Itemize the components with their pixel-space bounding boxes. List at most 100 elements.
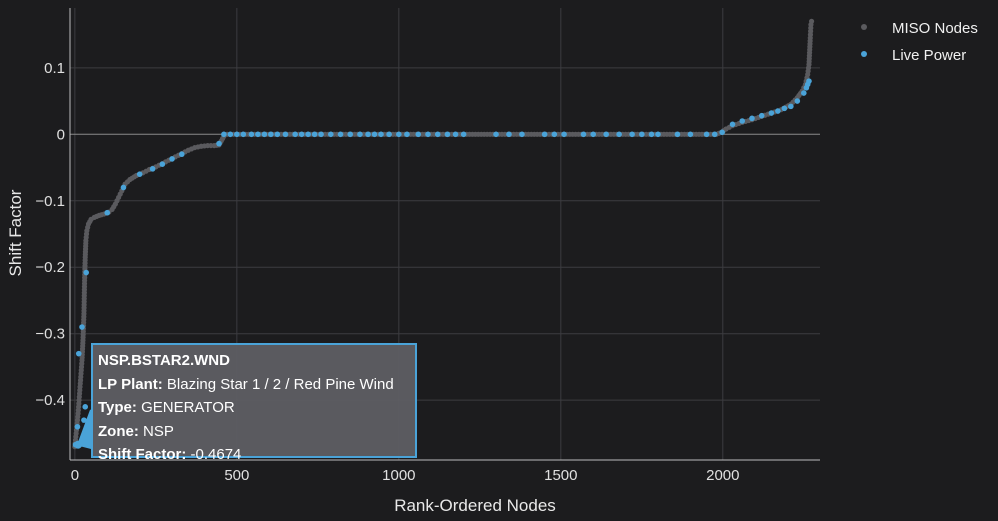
legend-label: MISO Nodes [892, 20, 978, 37]
x-tick-label: 1500 [544, 467, 577, 484]
live-power-point [327, 131, 334, 138]
y-tick-label: −0.2 [35, 259, 65, 276]
live-power-point [415, 131, 422, 138]
live-power-point [136, 171, 143, 177]
live-power-point [674, 131, 681, 138]
live-power-point [551, 131, 558, 138]
live-power-point [460, 131, 467, 138]
live-power-point [711, 131, 718, 138]
live-power-point [603, 131, 609, 138]
live-power-point [719, 129, 725, 136]
live-power-point [159, 161, 166, 168]
live-power-point [703, 131, 710, 138]
live-power-point [386, 131, 392, 138]
legend-label: Live Power [892, 47, 966, 64]
legend-marker [861, 51, 867, 57]
live-power-point [74, 423, 81, 430]
live-power-point [616, 131, 622, 138]
tooltip-lp-plant: LP Plant: Blazing Star 1 / 2 / Red Pine … [98, 375, 394, 393]
live-power-point [768, 110, 775, 116]
live-power-point [519, 131, 525, 138]
miso-node-point [808, 18, 815, 24]
live-power-point [506, 131, 512, 138]
live-power-point [318, 131, 324, 138]
live-power-point [434, 131, 441, 138]
live-power-point [806, 78, 812, 84]
live-power-point [337, 131, 344, 138]
y-axis-title: Shift Factor [6, 189, 25, 276]
live-power-point [648, 131, 655, 138]
live-power-point [639, 131, 645, 138]
live-power-point [240, 131, 247, 138]
y-tick-label: −0.1 [35, 193, 65, 210]
live-power-point [655, 131, 661, 138]
live-power-point [541, 131, 548, 138]
live-power-point [788, 103, 794, 110]
highlighted-point [74, 440, 83, 449]
live-power-point [75, 350, 82, 357]
live-power-point [729, 121, 736, 128]
live-power-point [396, 131, 402, 138]
live-power-point [81, 417, 87, 423]
live-power-point [378, 131, 384, 138]
y-tick-label: −0.3 [35, 326, 65, 343]
live-power-point [425, 131, 431, 138]
live-power-point [221, 131, 227, 138]
live-power-point [493, 131, 499, 138]
live-power-point [687, 131, 694, 138]
live-power-point [120, 184, 127, 191]
x-tick-label: 0 [71, 467, 79, 484]
tooltip-node-name: NSP.BSTAR2.WND [98, 352, 230, 369]
y-tick-label: 0.1 [44, 60, 65, 77]
live-power-point [234, 131, 240, 138]
y-tick-label: −0.4 [35, 392, 65, 409]
live-power-point [365, 131, 371, 138]
live-power-point [261, 131, 268, 138]
live-power-point [79, 324, 85, 330]
live-power-point [248, 131, 255, 138]
live-power-point [758, 112, 765, 119]
live-power-point [801, 90, 807, 96]
live-power-point [794, 98, 801, 104]
live-power-point [590, 131, 597, 138]
live-power-point [561, 131, 567, 138]
live-power-point [749, 115, 755, 122]
x-tick-label: 2000 [706, 467, 739, 484]
live-power-point [83, 269, 89, 276]
legend-marker [861, 24, 867, 30]
live-power-point [629, 131, 635, 138]
live-power-point [216, 140, 222, 147]
live-power-point [739, 118, 746, 124]
live-power-point [444, 131, 451, 138]
live-power-point [268, 131, 274, 138]
live-power-point [178, 151, 185, 158]
live-power-point [282, 131, 289, 138]
live-power-point [404, 131, 410, 138]
live-power-point [298, 131, 305, 138]
x-tick-label: 500 [224, 467, 249, 484]
node-tooltip: NSP.BSTAR2.WND LP Plant: Blazing Star 1 … [91, 343, 417, 463]
live-power-point [149, 166, 156, 172]
live-power-point [82, 404, 89, 410]
x-axis-title: Rank-Ordered Nodes [394, 496, 556, 515]
y-tick-label: 0 [57, 126, 65, 143]
live-power-point [580, 131, 587, 138]
live-power-point [347, 131, 354, 138]
live-power-point [305, 131, 311, 138]
x-tick-label: 1000 [382, 467, 415, 484]
tooltip-type: Type: GENERATOR [98, 399, 235, 416]
live-power-point [371, 131, 378, 138]
tooltip-zone: Zone: NSP [98, 422, 174, 440]
live-power-point [452, 131, 459, 138]
live-power-point [255, 131, 261, 138]
live-power-point [169, 156, 175, 162]
live-power-point [357, 131, 363, 138]
live-power-point [292, 131, 298, 138]
live-power-point [311, 131, 318, 138]
tooltip-shift-factor: Shift Factor: -0.4674 [98, 446, 242, 463]
live-power-point [104, 209, 111, 216]
live-power-point [775, 108, 781, 114]
live-power-point [227, 131, 234, 138]
